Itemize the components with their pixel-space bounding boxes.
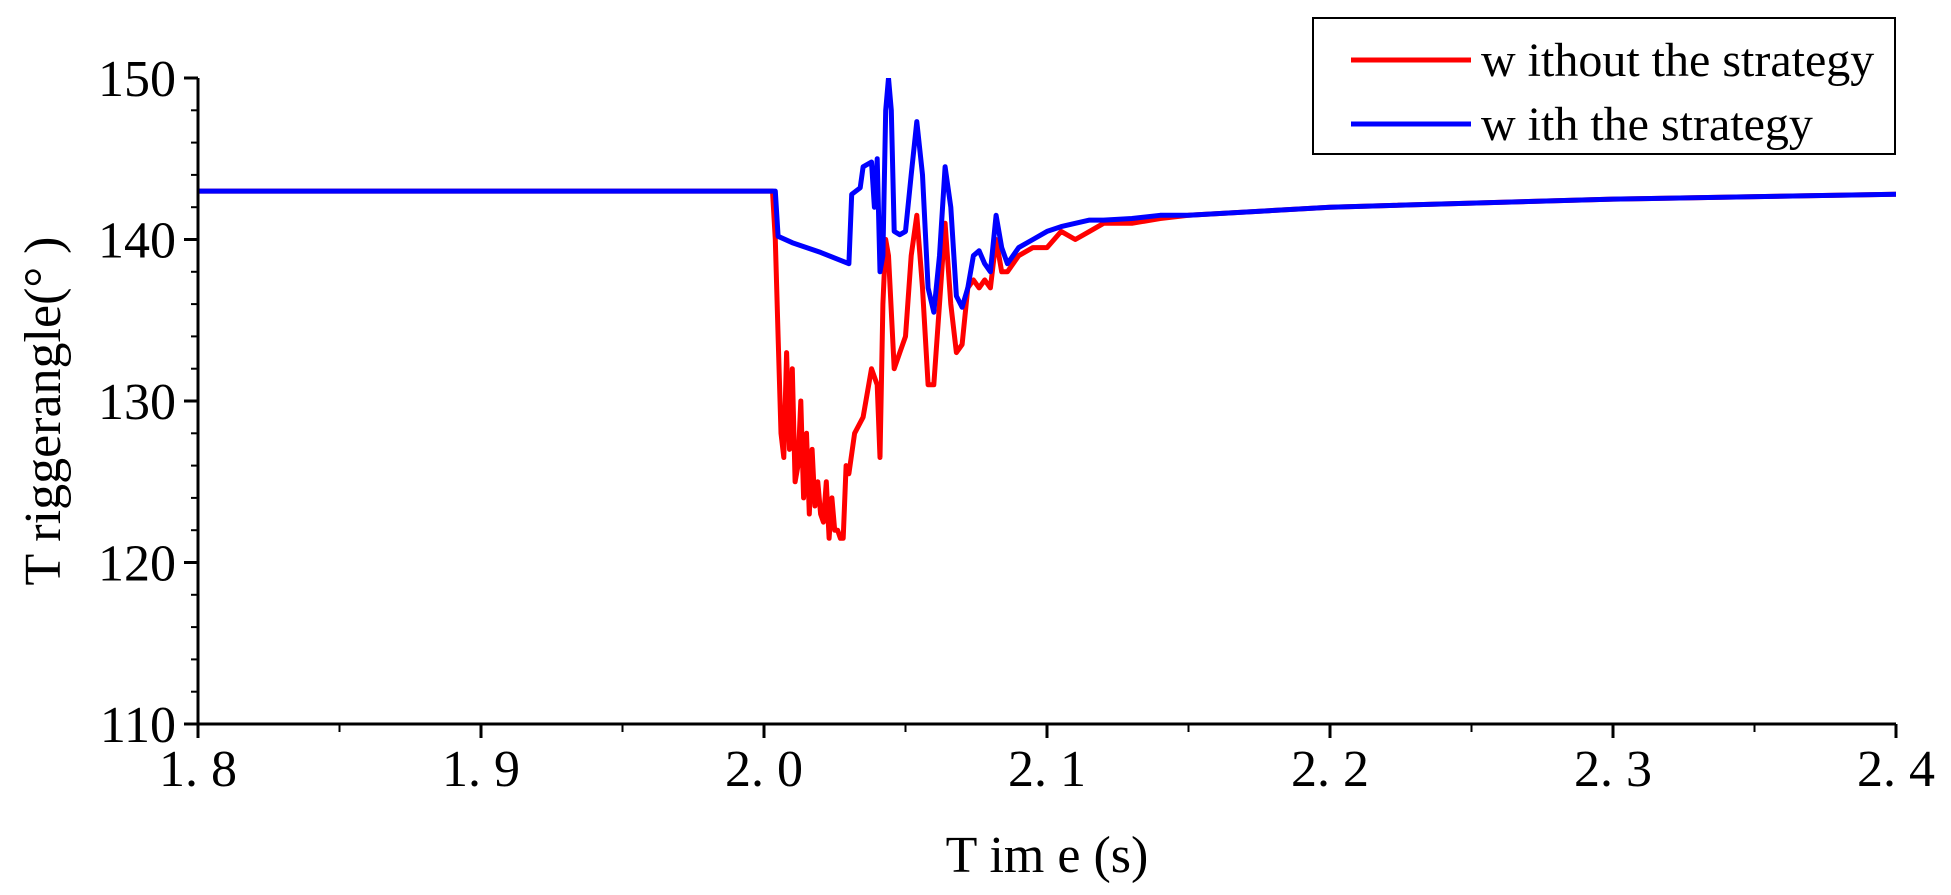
series-layer <box>198 78 1896 541</box>
x-tick-label: 2. 4 <box>1857 741 1935 798</box>
axes-layer <box>196 78 1896 726</box>
ticks-layer: 1. 8 1. 9 2. 0 2. 1 2. 2 2. 3 2. 4 110 120 130 140… <box>98 51 1935 798</box>
x-tick-label: 1. 9 <box>442 741 520 798</box>
legend-label: w ithout the strategy <box>1481 34 1874 87</box>
x-axis-label: T im e (s) <box>946 827 1149 884</box>
x-tick-label: 2. 3 <box>1574 741 1652 798</box>
x-tick-label: 2. 2 <box>1291 741 1369 798</box>
y-tick-label: 150 <box>98 51 176 108</box>
x-tick-label: 2. 0 <box>725 741 803 798</box>
legend: w ithout the strategy w ith the strategy <box>1312 17 1896 155</box>
series-line-with-strategy <box>198 78 1896 315</box>
legend-box <box>1312 17 1896 155</box>
y-axis-label: T riggerangle(° ) <box>15 236 72 585</box>
y-tick-label: 110 <box>100 697 176 754</box>
y-tick-label: 120 <box>98 536 176 593</box>
series-line-without-strategy <box>198 188 1896 541</box>
y-tick-label: 140 <box>98 213 176 270</box>
x-tick-label: 2. 1 <box>1008 741 1086 798</box>
x-tick-label: 1. 8 <box>159 741 237 798</box>
legend-label: w ith the strategy <box>1481 98 1813 151</box>
y-tick-label: 130 <box>98 374 176 431</box>
